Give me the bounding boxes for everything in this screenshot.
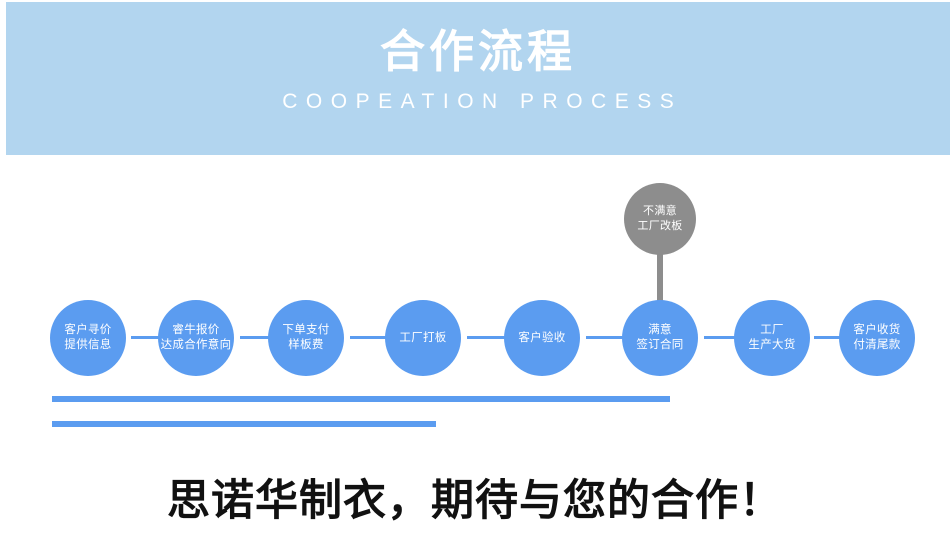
flow-connector-4-5 [467, 336, 506, 339]
flow-node-step-1[interactable]: 客户寻价 提供信息 [50, 300, 126, 376]
flow-node-step-3[interactable]: 下单支付 样板费 [268, 300, 344, 376]
flow-node-step-3-line2: 样板费 [288, 339, 324, 351]
flow-connector-2-3 [240, 336, 270, 339]
flow-node-step-5[interactable]: 客户验收 [504, 300, 580, 376]
flow-node-step-2-line1: 睿牛报价 [172, 324, 220, 336]
flow-node-step-4[interactable]: 工厂打板 [385, 300, 461, 376]
flow-connector-5-6 [586, 336, 624, 339]
flow-node-step-2[interactable]: 睿牛报价 达成合作意向 [158, 300, 234, 376]
footer-slogan: 思诺华制衣，期待与您的合作！ [167, 478, 783, 525]
accent-rule-long [52, 396, 670, 402]
flow-node-step-1-line2: 提供信息 [64, 339, 112, 351]
flow-node-step-8-line1: 客户收货 [853, 324, 901, 336]
flow-node-step-6-line2: 签订合同 [636, 339, 684, 351]
flow-node-step-2-line2: 达成合作意向 [160, 339, 232, 351]
flow-connector-branch-vertical [657, 252, 663, 304]
accent-rule-short [52, 421, 436, 427]
flow-connector-3-4 [350, 336, 387, 339]
flow-node-step-7[interactable]: 工厂 生产大货 [734, 300, 810, 376]
flow-node-step-7-line2: 生产大货 [748, 339, 796, 351]
page-subtitle: COOPEATION PROCESS [282, 90, 683, 113]
header-banner: 合作流程 COOPEATION PROCESS [6, 2, 950, 155]
flow-node-step-6[interactable]: 满意 签订合同 [622, 300, 698, 376]
flow-connector-1-2 [131, 336, 163, 339]
page-title: 合作流程 [379, 26, 576, 77]
flow-node-step-1-line1: 客户寻价 [64, 324, 112, 336]
flow-node-step-6-line1: 满意 [648, 324, 672, 336]
flow-connector-7-8 [814, 336, 841, 339]
flow-node-step-8-line2: 付清尾款 [853, 339, 901, 351]
flow-node-step-5-line1: 客户验收 [518, 331, 566, 344]
flow-node-branch-reject[interactable]: 不满意 工厂改板 [624, 183, 696, 255]
flow-node-branch-reject-line2: 工厂改板 [637, 220, 683, 232]
flow-node-step-3-line1: 下单支付 [282, 324, 330, 336]
flow-node-step-8[interactable]: 客户收货 付清尾款 [839, 300, 915, 376]
flow-node-branch-reject-line1: 不满意 [643, 205, 677, 217]
flow-node-step-7-line1: 工厂 [760, 324, 784, 336]
flow-connector-6-7 [704, 336, 736, 339]
flow-node-step-4-line1: 工厂打板 [399, 331, 447, 344]
